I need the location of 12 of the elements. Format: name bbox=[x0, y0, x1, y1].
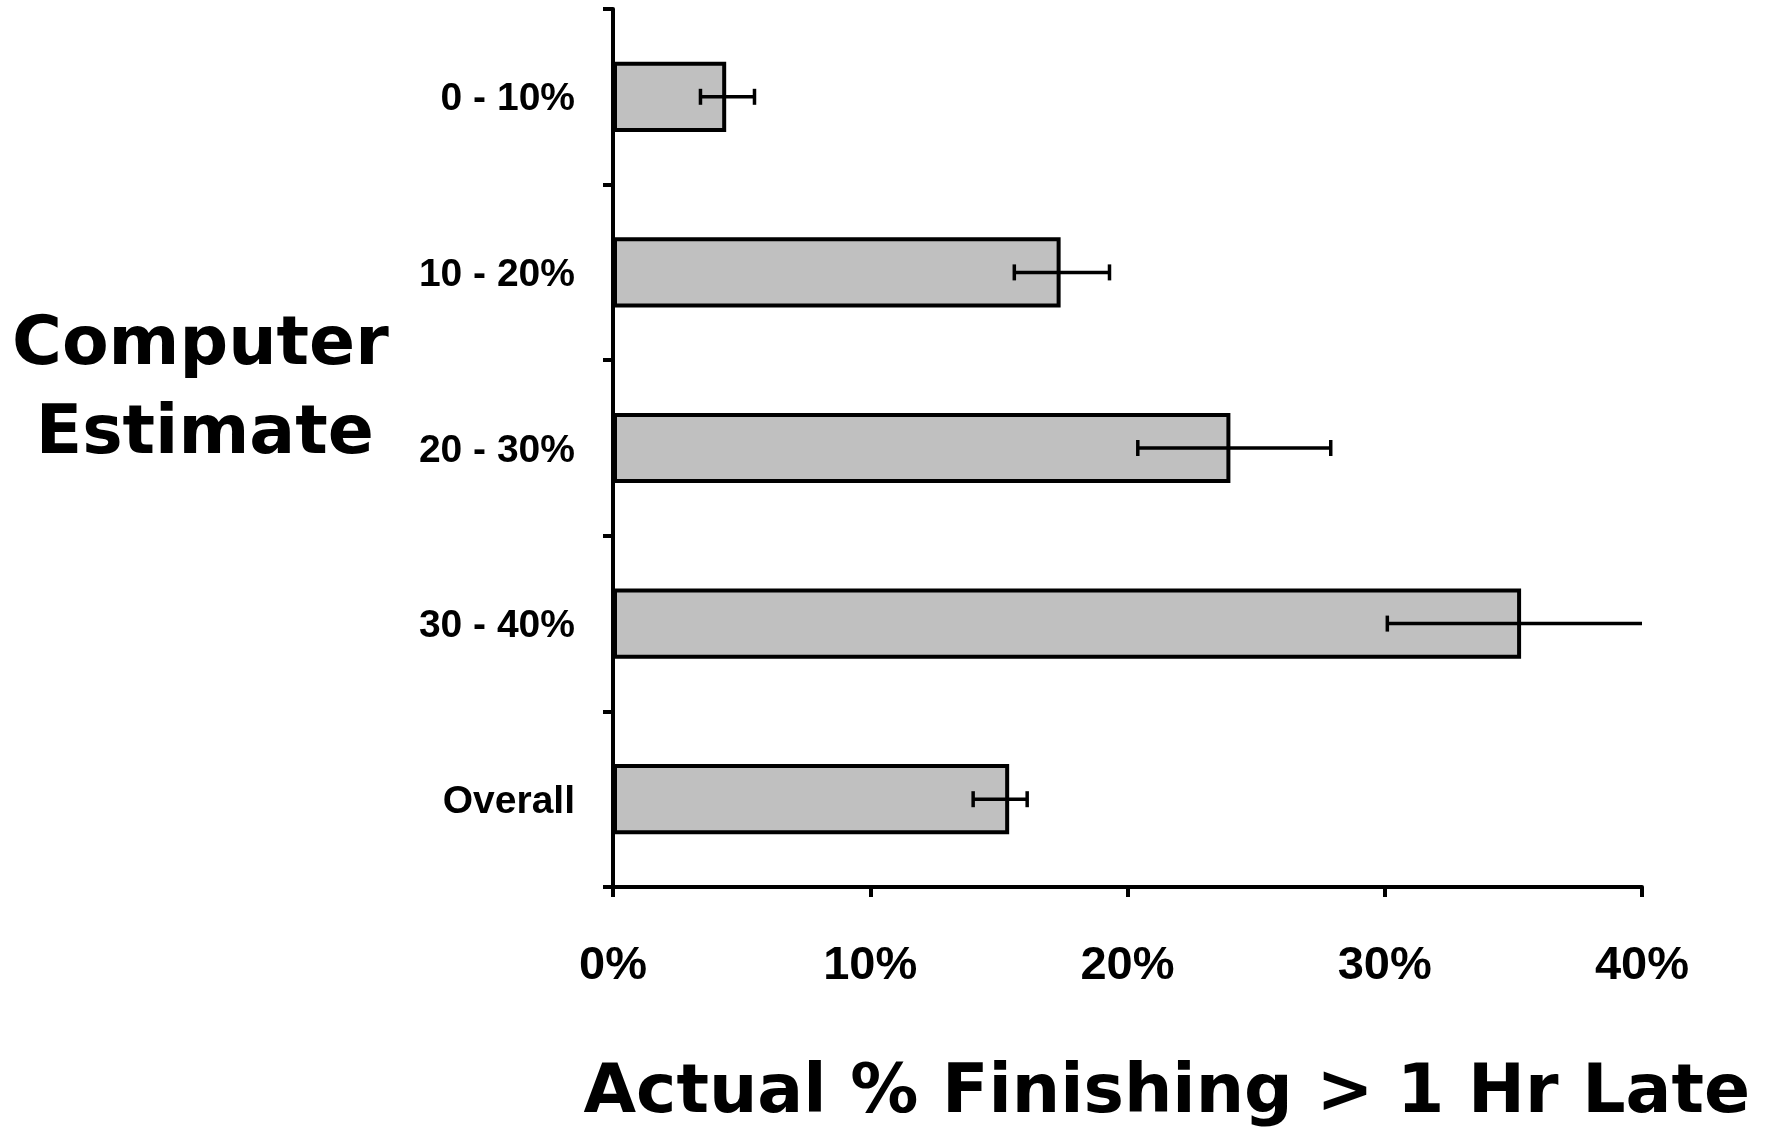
y-axis-title: Computer Estimate bbox=[12, 301, 390, 469]
y-tick-label: Overall bbox=[442, 777, 575, 821]
x-axis-title: Actual % Finishing > 1 Hr Late bbox=[583, 1048, 1750, 1128]
y-tick-label: 30 - 40% bbox=[418, 602, 575, 646]
x-tick-label: 40% bbox=[1594, 936, 1690, 989]
x-tick-label: 10% bbox=[823, 936, 918, 989]
y-tick-label: 0 - 10% bbox=[440, 75, 575, 119]
y-tick-label: 20 - 30% bbox=[418, 426, 575, 470]
y-tick-label: 10 - 20% bbox=[418, 250, 575, 294]
x-tick-label: 20% bbox=[1080, 936, 1175, 989]
x-tick-label: 30% bbox=[1337, 936, 1432, 989]
x-tick-label: 0% bbox=[579, 936, 647, 989]
